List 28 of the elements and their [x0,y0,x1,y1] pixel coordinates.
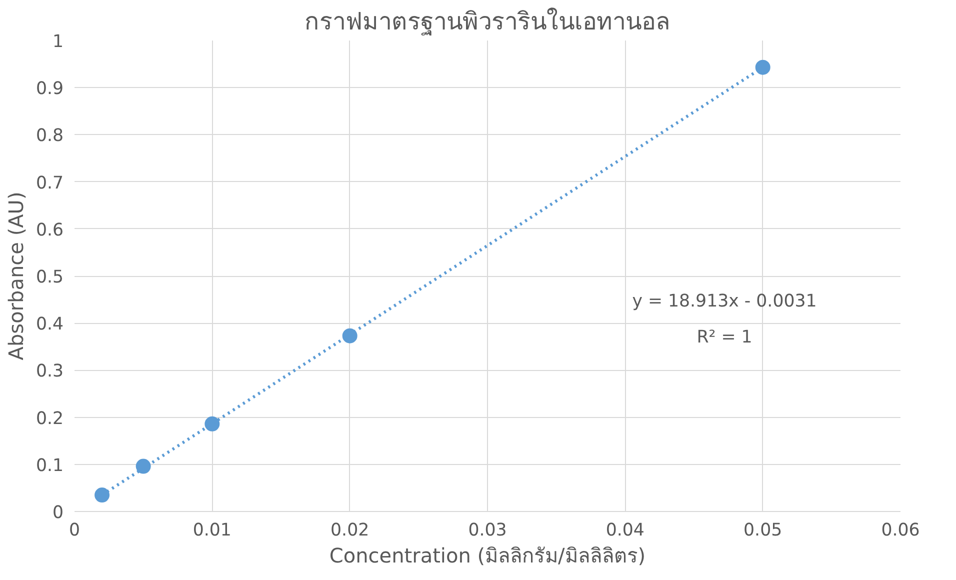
x-tick-label: 0.04 [606,520,644,540]
chart-title: กราฟมาตรฐานพิวรารินในเอทานอล [304,8,670,36]
x-tick-label: 0.03 [468,520,507,540]
y-axis-title: Absorbance (AU) [4,192,28,360]
x-tick-label: 0.06 [881,520,920,540]
x-axis-title: Concentration (มิลลิกรัม/มิลลิลิตร) [329,544,646,568]
point [755,60,770,75]
annotation: R² = 1 [696,328,752,348]
y-tick-label: 0.7 [36,173,64,194]
y-tick-label: 0.5 [36,268,64,288]
y-tick-label: 0.9 [36,79,64,100]
y-tick-label: 0.1 [36,456,64,476]
y-tick-label: 0 [52,503,64,523]
annotation: y = 18.913x - 0.0031 [632,292,817,312]
point [204,416,220,432]
point [94,488,110,502]
y-tick-label: 0.8 [36,126,64,146]
y-tick-label: 0.4 [36,314,64,335]
point [136,458,151,474]
x-tick-label: 0.01 [192,520,232,540]
x-tick-label: 0 [68,520,80,540]
y-tick-label: 0.2 [36,408,64,429]
x-tick-label: 0.02 [330,520,370,540]
y-tick-label: 1 [52,32,64,52]
x-tick-label: 0.05 [744,520,782,540]
y-tick-label: 0.3 [36,362,64,382]
y-tick-label: 0.6 [36,220,64,240]
point [342,328,358,344]
